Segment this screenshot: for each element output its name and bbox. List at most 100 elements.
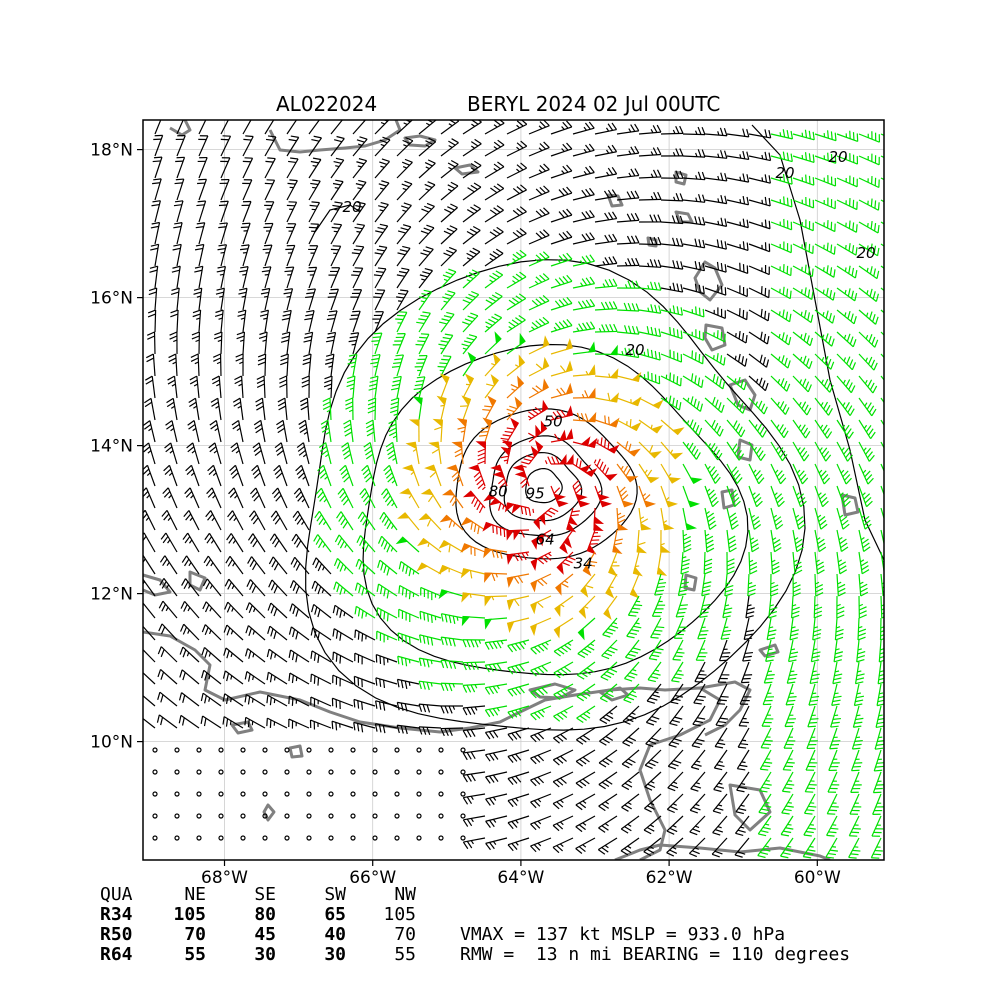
barb-half-feather [628, 128, 632, 133]
barb-half-feather [303, 431, 308, 435]
wind-barb [638, 147, 662, 157]
barb-feather [476, 502, 481, 511]
barb-staff [208, 532, 222, 553]
barb-feather [890, 429, 895, 435]
barb-staff [397, 701, 420, 707]
barb-feather [191, 335, 200, 340]
barb-feather [295, 654, 298, 663]
wind-barb [506, 184, 527, 201]
barb-feather [673, 676, 682, 680]
barb-feather [609, 324, 614, 332]
barb-feather [891, 312, 894, 320]
barb-feather [646, 326, 650, 335]
barb-half-feather [373, 365, 378, 368]
barb-feather [205, 581, 211, 590]
barb-feather [691, 445, 697, 454]
barb-feather [830, 131, 833, 140]
barb-staff [748, 221, 771, 230]
barb-half-feather [761, 199, 764, 204]
wind-barb [484, 352, 501, 377]
barb-flag [554, 604, 561, 618]
wind-barb [484, 683, 508, 695]
barb-feather [789, 313, 792, 322]
barb-staff [726, 331, 747, 344]
barb-feather [492, 250, 501, 257]
barb-feather [430, 614, 433, 623]
barb-half-feather [460, 430, 465, 433]
barb-feather [728, 539, 736, 545]
wind-barb [880, 529, 884, 547]
barb-staff [682, 243, 705, 249]
barb-feather [811, 291, 814, 300]
barb-feather [382, 679, 386, 689]
barb-feather [491, 549, 495, 558]
wind-barb [765, 639, 776, 662]
barb-half-feather [752, 469, 757, 474]
barb-feather [833, 246, 836, 255]
barb-feather [468, 272, 477, 277]
barb-feather [658, 582, 667, 585]
barb-feather [520, 184, 527, 191]
barb-half-feather [563, 710, 568, 714]
barb-feather [166, 423, 174, 430]
wind-barb [836, 309, 857, 325]
barb-half-feather [430, 682, 433, 687]
wind-barb [704, 419, 724, 437]
barb-feather [562, 187, 569, 195]
barb-feather [772, 539, 781, 545]
wind-barb [792, 219, 814, 232]
wind-barb [484, 161, 505, 179]
barb-feather [714, 476, 721, 484]
barb-feather [336, 584, 340, 593]
barb-feather [398, 585, 401, 594]
barb-feather [699, 403, 704, 412]
wind-barb [375, 654, 398, 666]
wind-barb [810, 639, 821, 663]
barb-staff [375, 677, 398, 685]
wind-barb [242, 157, 254, 179]
barb-staff [366, 465, 376, 487]
barb-staff [242, 332, 246, 355]
barb-half-feather [301, 521, 305, 525]
barb-half-feather [840, 469, 845, 474]
barb-half-feather [624, 261, 628, 266]
barb-feather [802, 427, 809, 436]
wind-barb [186, 442, 200, 465]
barb-feather [227, 581, 232, 590]
barb-feather [817, 538, 825, 545]
barb-feather [289, 118, 297, 120]
barb-feather [208, 468, 216, 475]
barb-half-feather [814, 604, 819, 607]
barb-staff [550, 126, 573, 135]
barb-feather [386, 613, 389, 622]
barb-feather [334, 534, 340, 543]
barb-feather [813, 632, 822, 637]
barb-feather [777, 447, 784, 455]
barb-feather [562, 143, 569, 151]
barb-feather [288, 649, 292, 658]
barb-feather [798, 523, 806, 530]
barb-feather [761, 380, 766, 389]
wind-barb [197, 178, 207, 201]
barb-half-feather [799, 356, 803, 361]
barb-half-feather [864, 402, 868, 407]
wind-barb [323, 375, 333, 399]
barb-feather [831, 703, 840, 706]
barb-feather [466, 639, 471, 648]
barb-staff [176, 266, 181, 289]
barb-feather [239, 287, 248, 291]
barb-staff [418, 227, 435, 245]
barb-staff [220, 201, 229, 223]
barb-feather [680, 284, 684, 293]
barb-feather [896, 363, 899, 370]
barb-feather [892, 383, 896, 390]
wind-barb [280, 353, 289, 377]
barb-feather [717, 284, 719, 293]
barb-half-feather [170, 405, 175, 409]
barb-feather [752, 516, 760, 523]
barb-feather [699, 633, 708, 636]
wind-barb [594, 211, 618, 223]
barb-feather [759, 354, 763, 363]
barb-feather [566, 186, 573, 194]
barb-feather [804, 129, 808, 138]
